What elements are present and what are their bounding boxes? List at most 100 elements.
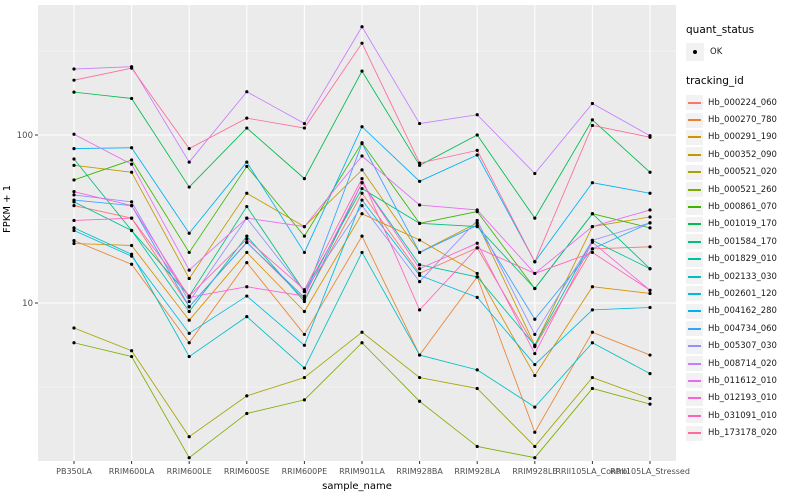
legend-key-box [686,251,703,267]
line-swatch-icon [688,136,701,139]
legend-item: Hb_011612_010 [686,372,798,389]
legend-key-box [686,112,703,128]
grid-major [38,134,676,304]
legend-key-box [686,303,703,319]
legend-key-box [686,95,703,111]
legend-item-label: Hb_000521_260 [708,184,777,195]
svg-text:RRIM901LA: RRIM901LA [339,467,385,476]
legend-key-box [686,147,703,163]
grid-vertical [73,5,651,461]
legend-key-box [686,390,703,406]
legend-item: Hb_001584_170 [686,233,798,250]
legend-item-label: Hb_011612_010 [708,375,777,386]
line-swatch-icon [688,240,701,243]
legend-item-ok: OK [686,43,798,61]
legend-item-label: Hb_002133_030 [708,271,777,282]
legend-item: Hb_001019_170 [686,216,798,233]
svg-text:RRIM600PE: RRIM600PE [282,467,328,476]
legend-item-label: Hb_000521_020 [708,167,777,178]
legend-item-label: Hb_004162_280 [708,306,777,317]
legend-item: Hb_012193_010 [686,390,798,407]
line-swatch-icon [688,397,701,400]
line-swatch-icon [688,362,701,365]
legend-item-label: Hb_000224_060 [708,97,777,108]
point-icon [693,50,697,54]
line-swatch-icon [688,275,701,278]
legend-key-box [686,182,703,198]
legend-key-box [686,338,703,354]
legend-item-label: Hb_000352_090 [708,149,777,160]
line-swatch-icon [688,345,701,348]
legend-key-box [686,356,703,372]
legend-item: Hb_000291_190 [686,129,798,146]
legend-key-box [686,43,704,61]
legend-item: Hb_002601_120 [686,285,798,302]
svg-text:100: 100 [17,131,33,141]
svg-text:RRIM928LA: RRIM928LA [454,467,500,476]
legend-item: Hb_000521_260 [686,181,798,198]
line-swatch-icon [688,432,701,435]
line-swatch-icon [688,310,701,313]
legend-item: Hb_008714_020 [686,355,798,372]
svg-text:RRIM600LE: RRIM600LE [167,467,212,476]
y-axis-labels: 100 10 [17,131,38,309]
line-swatch-icon [688,223,701,226]
legend-key-box [686,216,703,232]
legend-key-box [686,234,703,250]
legend-item: Hb_002133_030 [686,268,798,285]
legend-item-label: Hb_002601_120 [708,288,777,299]
legend-item-label: Hb_000270_780 [708,115,777,126]
legend-item: Hb_001829_010 [686,251,798,268]
legend-item: Hb_000352_090 [686,146,798,163]
legend-item-label: Hb_001829_010 [708,254,777,265]
line-swatch-icon [688,206,701,209]
svg-text:RRII105LA_Control: RRII105LA_Control [555,467,629,476]
data-points [72,25,652,460]
legend-key-box [686,321,703,337]
legend-item: Hb_004162_280 [686,303,798,320]
svg-text:10: 10 [22,299,33,309]
legend-item: Hb_000224_060 [686,94,798,111]
legend-item: Hb_000861_070 [686,198,798,215]
legend-item-label: Hb_004734_060 [708,323,777,334]
legend-item: Hb_000521_020 [686,164,798,181]
legend-item-label: Hb_012193_010 [708,393,777,404]
svg-text:RRII105LA_Stressed: RRII105LA_Stressed [610,467,690,476]
line-swatch-icon [688,258,701,261]
legend-item: Hb_031091_010 [686,407,798,424]
legend-quant-status-title: quant_status [686,24,755,36]
legend-key-box [686,408,703,424]
legend-item-label: Hb_000291_190 [708,132,777,143]
x-axis-labels: PB350LA RRIM600LA RRIM600LE RRIM600SE RRIM60… [56,461,690,476]
legend-key-box [686,164,703,180]
line-swatch-icon [688,153,701,156]
line-swatch-icon [688,292,701,295]
legend-key-box [686,199,703,215]
legend-key-box [686,373,703,389]
legend-item: Hb_000270_780 [686,111,798,128]
legend-tracking-id-title: tracking_id [686,75,744,87]
legend-item: Hb_005307_030 [686,337,798,354]
line-swatch-icon [688,414,701,417]
legend-key-box [686,286,703,302]
legend-item-label: Hb_031091_010 [708,410,777,421]
legend-item: Hb_004734_060 [686,320,798,337]
legend-tracking-items: Hb_000224_060 Hb_000270_780 Hb_000291_190 H… [686,94,798,442]
legend-key-box [686,129,703,145]
legend-item-label: Hb_000861_070 [708,202,777,213]
legend-item-label: Hb_005307_030 [708,341,777,352]
svg-text:RRIM928LE: RRIM928LE [512,467,557,476]
line-swatch-icon [688,188,701,191]
y-axis-title: FPKM + 1 [2,184,13,233]
x-axis-title: sample_name [322,481,392,492]
svg-text:RRIM600SE: RRIM600SE [224,467,270,476]
legend-item-label: Hb_008714_020 [708,358,777,369]
line-swatch-icon [688,379,701,382]
legend-item-label: Hb_173178_020 [708,428,777,439]
line-swatch-icon [688,101,701,104]
legend-item: Hb_173178_020 [686,424,798,441]
line-swatch-icon [688,171,701,174]
legend: quant_status OK tracking_id Hb_000224_06… [686,24,798,442]
